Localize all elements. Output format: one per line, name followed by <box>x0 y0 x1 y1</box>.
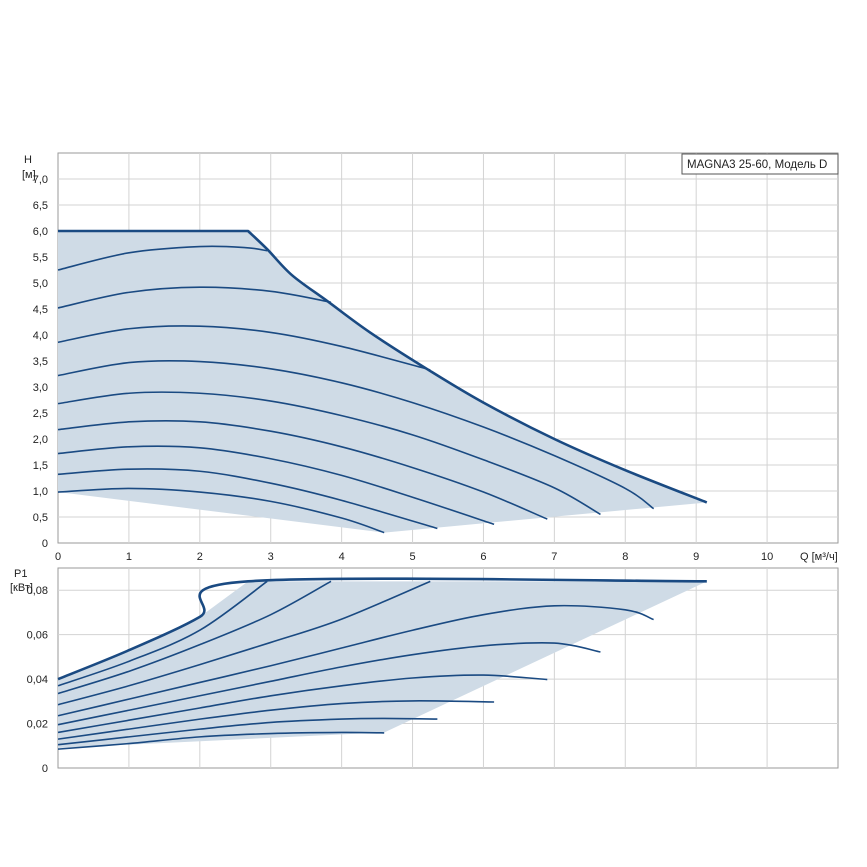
head-x-tick-label: 0 <box>55 551 61 563</box>
power-curve-2 <box>57 717 438 746</box>
power-y-tick-label: 0 <box>42 763 48 775</box>
power-y-tick-label: 0,04 <box>27 674 48 686</box>
head-y-tick-label: 3,5 <box>33 356 48 368</box>
head-x-tick-label: 2 <box>197 551 203 563</box>
power-y-tick-label: 0,06 <box>27 630 48 642</box>
head-y-tick-label: 4,0 <box>33 330 48 342</box>
head-y-tick-label: 1,0 <box>33 486 48 498</box>
head-y-tick-label: 5,5 <box>33 252 48 264</box>
power-curve-6 <box>57 604 654 717</box>
power-curve-4 <box>57 674 548 734</box>
head-y-tick-label: 5,0 <box>33 278 48 290</box>
head-axis-symbol: H <box>24 154 32 166</box>
head-x-tick-label: 5 <box>409 551 415 563</box>
head-y-tick-label: 0 <box>42 538 48 550</box>
head-curves <box>57 229 708 534</box>
head-curve-5 <box>57 391 601 516</box>
head-y-tick-label: 6,5 <box>33 200 48 212</box>
head-y-tick-label: 2,0 <box>33 434 48 446</box>
head-y-tick-label: 7,0 <box>33 174 48 186</box>
head-curve-1 <box>57 487 385 534</box>
head-curve-8 <box>57 286 332 309</box>
head-curve-6 <box>57 359 655 510</box>
head-tick-labels: 0 0,5 1,0 1,5 2,0 2,5 3,0 3,5 4,0 4,5 5,0 5,5 6,0 6,5… <box>33 174 774 563</box>
head-flow-panel: 0 0,5 1,0 1,5 2,0 2,5 3,0 3,5 4,0 4,5 5,0 5,5 6,0 6,5… <box>22 152 839 563</box>
model-label-box <box>681 153 839 175</box>
head-curve-7 <box>57 325 431 371</box>
power-curves <box>57 577 707 750</box>
head-x-tick-label: 9 <box>693 551 699 563</box>
head-y-tick-label: 2,5 <box>33 408 48 420</box>
head-x-tick-label: 7 <box>551 551 557 563</box>
head-curve-2 <box>57 468 438 530</box>
power-curve-3 <box>57 700 495 740</box>
head-y-tick-label: 1,5 <box>33 460 48 472</box>
flow-axis-label: Q [м³/ч] <box>800 551 838 563</box>
head-axis-unit: [м] <box>22 169 36 181</box>
head-curve-4 <box>57 419 548 520</box>
head-fill-area <box>58 231 707 533</box>
head-x-tick-label: 1 <box>126 551 132 563</box>
head-curve-9 <box>57 245 268 271</box>
head-curve-3 <box>57 445 495 526</box>
power-max-curve <box>57 577 707 681</box>
head-x-tick-label: 10 <box>761 551 773 563</box>
head-x-tick-label: 8 <box>622 551 628 563</box>
power-axis-symbol: P1 <box>14 568 27 580</box>
head-x-tick-label: 4 <box>339 551 345 563</box>
power-curve-1 <box>57 731 385 750</box>
head-x-tick-label: 6 <box>480 551 486 563</box>
power-flow-panel: 0 0,02 0,04 0,06 0,08 P1 [кВт] <box>10 567 839 775</box>
power-axis-unit: [кВт] <box>10 582 33 594</box>
head-operating-area <box>58 231 707 533</box>
power-fill-area <box>58 581 707 750</box>
head-y-tick-label: 6,0 <box>33 226 48 238</box>
power-tick-labels: 0 0,02 0,04 0,06 0,08 <box>27 585 48 775</box>
head-x-tick-label: 3 <box>268 551 274 563</box>
power-y-tick-label: 0,08 <box>27 585 48 597</box>
power-curve-8 <box>57 580 332 695</box>
head-y-tick-label: 4,5 <box>33 304 48 316</box>
head-y-tick-label: 0,5 <box>33 512 48 524</box>
power-curve-5 <box>57 642 601 726</box>
power-curve-9 <box>57 580 268 687</box>
power-curve-7 <box>57 580 431 706</box>
power-operating-area <box>58 581 707 750</box>
power-y-tick-label: 0,02 <box>27 719 48 731</box>
head-max-curve <box>58 229 708 504</box>
model-label: MAGNA3 25-60, Модель D <box>687 159 827 171</box>
head-y-tick-label: 3,0 <box>33 382 48 394</box>
